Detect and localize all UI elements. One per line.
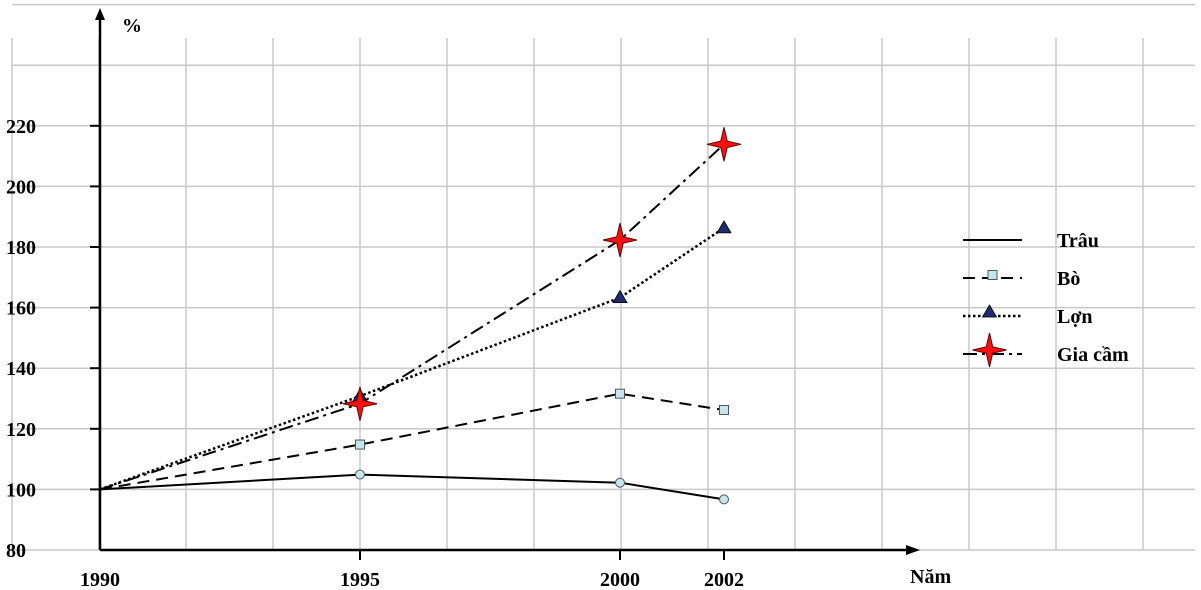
series-lon — [99, 220, 732, 491]
legend-item: Trâu — [963, 230, 1099, 252]
data-point — [602, 222, 638, 258]
y-tick-label: 120 — [6, 419, 36, 441]
series-gia-cam — [99, 127, 742, 491]
legend-marker — [972, 332, 1007, 368]
y-tick-label: 80 — [6, 540, 26, 562]
series-bo — [99, 388, 729, 491]
chart-grid — [11, 3, 1195, 551]
y-tick-label: 160 — [6, 298, 36, 320]
x-tick-label: 2000 — [600, 569, 640, 590]
data-point — [719, 405, 729, 416]
legend-label: Gia cầm — [1057, 344, 1129, 366]
y-tick-label: 180 — [6, 237, 36, 259]
data-point — [716, 220, 732, 234]
chart-legend: Trâu Bò Lợn Gia cầm — [963, 230, 1129, 368]
data-point — [355, 469, 365, 480]
x-tick-label: 1995 — [340, 569, 380, 590]
x-axis-ticks: 1990 1995 2000 2002 — [80, 550, 744, 590]
y-tick-label: 100 — [6, 479, 36, 501]
legend-item: Gia cầm — [963, 332, 1129, 368]
legend-item: Lợn — [963, 304, 1093, 328]
x-tick-label: 2002 — [704, 569, 744, 590]
data-point — [615, 388, 625, 399]
x-axis-label: Năm — [910, 566, 951, 588]
legend-marker — [981, 304, 998, 318]
data-point — [355, 439, 365, 450]
data-point — [719, 494, 729, 505]
legend-label: Trâu — [1057, 230, 1099, 252]
data-point — [342, 386, 378, 421]
legend-item: Bò — [963, 268, 1080, 290]
y-tick-label: 140 — [6, 358, 36, 380]
y-axis-arrow — [95, 8, 105, 20]
data-point — [615, 477, 625, 488]
legend-label: Bò — [1057, 268, 1080, 290]
series-line — [99, 473, 725, 501]
x-axis-arrow — [906, 545, 920, 555]
y-tick-label: 220 — [6, 116, 36, 138]
series-line — [99, 392, 725, 491]
y-tick-label: 200 — [6, 176, 36, 198]
chart-axes — [95, 8, 920, 555]
x-tick-label: 1990 — [80, 569, 120, 590]
series-line — [99, 143, 725, 491]
series-line — [99, 226, 725, 491]
data-point — [612, 289, 628, 304]
y-axis-label: % — [122, 15, 142, 37]
chart-series — [99, 127, 742, 505]
data-point — [706, 127, 742, 162]
legend-marker — [987, 270, 998, 280]
y-axis-ticks: 80 100 120 140 160 180 200 220 — [6, 116, 100, 562]
series-trau — [99, 469, 729, 505]
legend-label: Lợn — [1057, 306, 1093, 328]
